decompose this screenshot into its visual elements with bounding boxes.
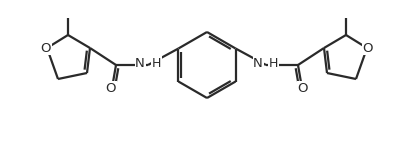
Text: O: O bbox=[362, 41, 373, 54]
Text: O: O bbox=[40, 41, 51, 54]
Text: H: H bbox=[268, 56, 278, 69]
Text: N: N bbox=[253, 56, 262, 69]
Text: O: O bbox=[297, 82, 308, 95]
Text: H: H bbox=[152, 56, 161, 69]
Text: O: O bbox=[105, 82, 116, 95]
Text: N: N bbox=[135, 56, 145, 69]
